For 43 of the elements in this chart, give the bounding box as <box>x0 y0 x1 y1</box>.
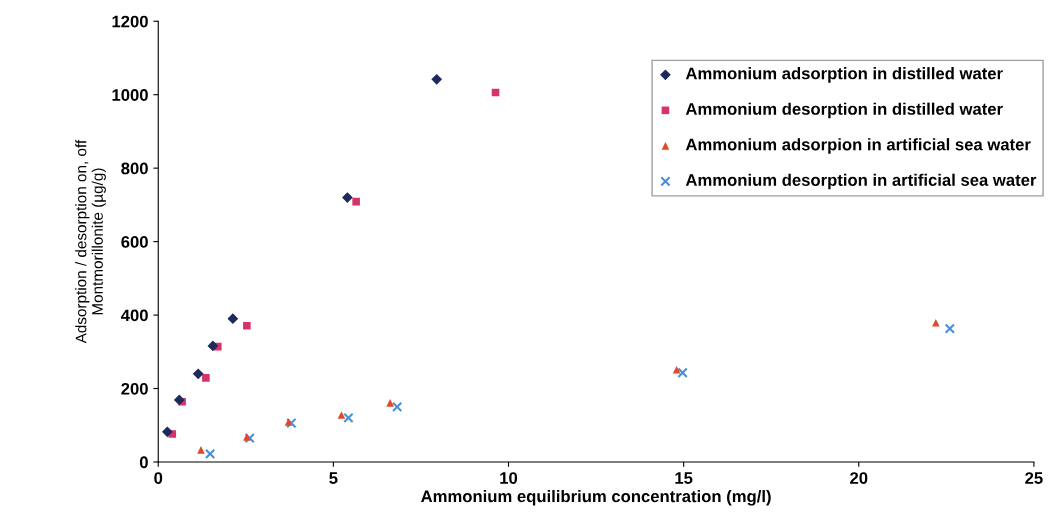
point <box>431 73 443 85</box>
x-tick-label: 25 <box>1025 472 1043 484</box>
x-axis-title: Ammonium equilibrium concentration (mg/l) <box>421 490 771 506</box>
point <box>192 368 204 380</box>
x-tick-label: 20 <box>850 472 868 484</box>
point <box>202 374 210 382</box>
x-tick-label: 10 <box>500 472 518 484</box>
y-tick-label: 600 <box>121 236 148 248</box>
x-tick-label: 5 <box>329 472 338 484</box>
y-tick-label: 400 <box>120 309 148 322</box>
y-tick-label: 1200 <box>112 15 148 28</box>
point <box>337 411 346 419</box>
point <box>352 197 360 206</box>
y-axis-title: Adsorption / desorption on, off Montmorillonite (µg/g) <box>75 139 106 344</box>
point <box>207 340 219 352</box>
point <box>286 417 297 429</box>
y-tick-label: 1000 <box>112 89 148 101</box>
point <box>932 318 940 327</box>
legend-label: Ammonium adsorption in distilled water <box>685 67 1003 83</box>
point <box>672 365 681 374</box>
legend-label: Ammonium desorption in artificial sea water <box>685 173 1037 190</box>
y-tick-label: 200 <box>121 382 148 395</box>
point <box>386 399 394 407</box>
point <box>244 432 255 444</box>
point <box>197 446 205 454</box>
y-tick-label: 0 <box>139 456 148 469</box>
point <box>343 412 354 424</box>
legend-label: Ammonium adsorpion in artificial sea water <box>685 138 1031 154</box>
point <box>204 448 216 460</box>
point <box>173 394 185 406</box>
point <box>243 321 251 330</box>
point <box>391 401 403 413</box>
point <box>342 192 353 203</box>
x-tick-label: 0 <box>154 472 163 484</box>
point <box>944 323 956 334</box>
legend-label: Ammonium desorption in distilled water <box>685 102 1003 119</box>
point <box>227 313 239 325</box>
point <box>677 367 688 378</box>
y-tick-label: 800 <box>121 162 148 175</box>
point <box>161 426 173 438</box>
x-tick-label: 15 <box>675 472 693 484</box>
point <box>243 433 251 441</box>
point <box>284 418 293 426</box>
